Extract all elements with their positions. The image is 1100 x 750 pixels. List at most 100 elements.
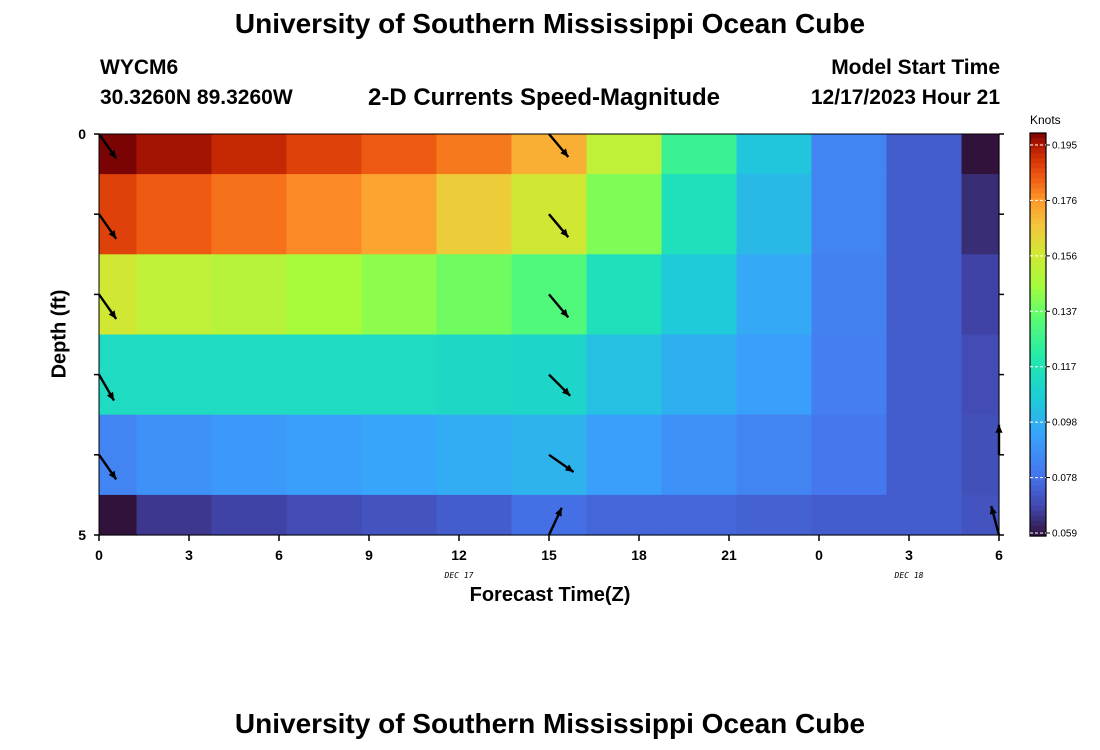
heatmap-cell (361, 254, 438, 336)
chart-title: University of Southern Mississippi Ocean… (234, 8, 866, 39)
colorbar-band (1030, 158, 1046, 164)
colorbar-band (1030, 329, 1046, 336)
colorbar-band (1030, 203, 1046, 210)
colorbar-tick-label: 0.059 (1052, 529, 1077, 540)
heatmap-cell (286, 174, 363, 255)
colorbar-band (1030, 460, 1046, 467)
heatmap-cell (961, 414, 1000, 496)
colorbar-tick-label: 0.176 (1052, 196, 1077, 207)
current-vector-arrow (548, 213, 570, 238)
x-date-label: DEC 18 (894, 571, 924, 580)
x-tick-label: 6 (995, 547, 1003, 563)
x-tick-label: 0 (95, 547, 103, 563)
heatmap-cell (211, 414, 288, 496)
current-vector-arrow (995, 424, 1003, 455)
current-vector-arrow (98, 293, 118, 320)
heatmap-cell (436, 414, 513, 496)
heatmap-cell (886, 414, 963, 496)
heatmap-cells (99, 134, 1000, 536)
colorbar-band (1030, 304, 1046, 310)
colorbar-band (1030, 289, 1046, 295)
heatmap-cell (736, 134, 813, 175)
colorbar-band (1030, 279, 1046, 285)
heatmap-cell (99, 174, 138, 255)
station-id: WYCM6 (100, 56, 179, 79)
colorbar-tick-label: 0.117 (1052, 362, 1077, 373)
x-tick-label: 3 (185, 547, 193, 563)
heatmap-cell (586, 414, 663, 496)
x-date-label: DEC 17 (444, 571, 474, 580)
current-vector-arrow (989, 505, 1001, 536)
colorbar-band (1030, 399, 1046, 406)
colorbar-band (1030, 369, 1046, 376)
colorbar-tick-label: 0.098 (1052, 418, 1077, 429)
heatmap-cell (811, 254, 888, 336)
heatmap-cell (661, 254, 738, 336)
colorbar-band (1030, 258, 1046, 265)
colorbar-band (1030, 475, 1046, 482)
colorbar-band (1030, 505, 1046, 512)
heatmap-cell (361, 334, 438, 416)
colorbar-band (1030, 153, 1046, 159)
current-vector-arrow (98, 213, 118, 240)
colorbar-band (1030, 425, 1046, 431)
colorbar-band (1030, 495, 1046, 502)
colorbar-band (1030, 455, 1046, 462)
colorbar-band (1030, 269, 1046, 275)
current-vector-arrow (548, 293, 570, 319)
colorbar-band (1030, 344, 1046, 351)
heatmap-cell (211, 254, 288, 336)
heatmap-cell (136, 334, 213, 416)
colorbar (1029, 132, 1047, 537)
colorbar-band (1030, 253, 1046, 260)
colorbar-band (1030, 299, 1046, 305)
colorbar-band (1030, 430, 1046, 436)
heatmap-cell (511, 494, 588, 536)
heatmap-cell (286, 414, 363, 496)
heatmap-cell (99, 494, 138, 536)
colorbar-band (1030, 213, 1046, 220)
current-vector-arrow (547, 507, 563, 536)
heatmap-cell (811, 334, 888, 416)
colorbar-band (1030, 530, 1046, 537)
colorbar-band (1030, 309, 1046, 315)
colorbar-band (1030, 183, 1046, 190)
colorbar-band (1030, 384, 1046, 391)
colorbar-band (1030, 359, 1046, 366)
colorbar-band (1030, 178, 1046, 184)
station-coordinates: 30.3260N 89.3260W (100, 86, 293, 109)
heatmap-cell (886, 174, 963, 255)
colorbar-band (1030, 248, 1046, 255)
colorbar-band (1030, 349, 1046, 356)
colorbar-band (1030, 410, 1046, 416)
colorbar-band (1030, 198, 1046, 205)
heatmap-cell (661, 494, 738, 536)
colorbar-band (1030, 208, 1046, 215)
y-tick-label: 5 (78, 527, 86, 543)
heatmap-cell (136, 254, 213, 336)
heatmap-cell (361, 494, 438, 536)
colorbar-band (1030, 148, 1046, 154)
colorbar-band (1030, 243, 1046, 250)
heatmap-cell (961, 174, 1000, 255)
heatmap-cell (436, 494, 513, 536)
colorbar-band (1030, 500, 1046, 507)
colorbar-band (1030, 420, 1046, 426)
current-vector-arrow (548, 373, 572, 397)
current-vector-arrow (548, 453, 575, 473)
colorbar-band (1030, 294, 1046, 300)
heatmap-cell (811, 134, 888, 175)
heatmap-cell (886, 334, 963, 416)
heatmap-cell (99, 414, 138, 496)
heatmap-cell (136, 174, 213, 255)
heatmap-cell (736, 254, 813, 336)
colorbar-band (1030, 364, 1046, 371)
colorbar-band (1030, 450, 1046, 456)
heatmap-cell (736, 334, 813, 416)
model-start-time: 12/17/2023 Hour 21 (810, 86, 1000, 109)
colorbar-frame (1029, 132, 1047, 537)
x-tick-label: 15 (541, 547, 557, 563)
colorbar-band (1030, 515, 1046, 522)
heatmap-cell (286, 334, 363, 416)
heatmap-cell (886, 494, 963, 536)
